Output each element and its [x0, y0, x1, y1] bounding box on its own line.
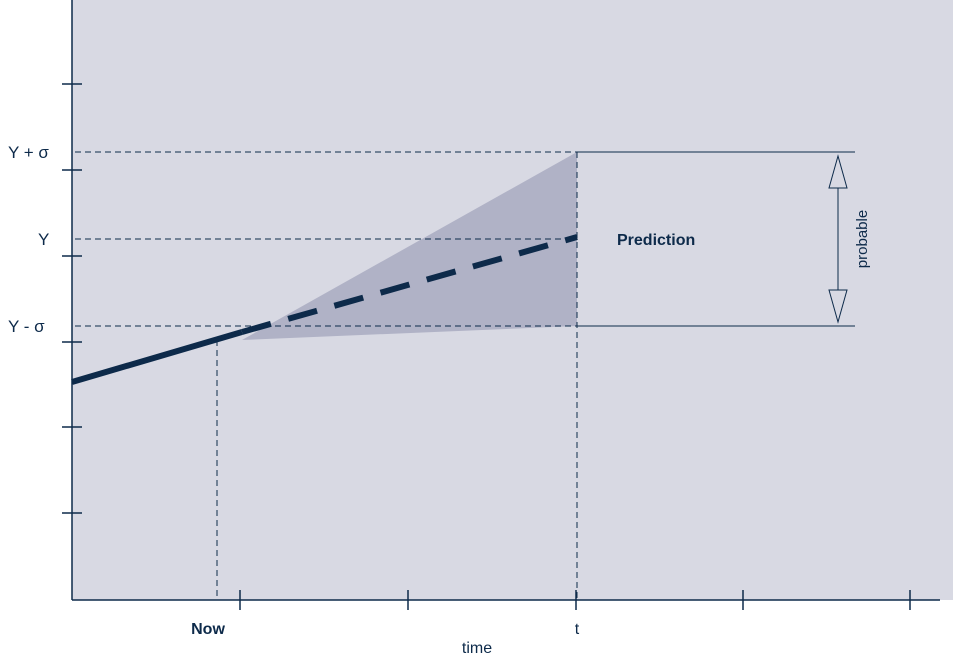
prediction-label: Prediction [617, 232, 695, 249]
y-label-y: Y [38, 230, 49, 249]
range-lines [577, 151, 855, 327]
horizontal-guides [75, 151, 577, 327]
prediction-cone [242, 152, 577, 340]
probable-arrow [828, 154, 848, 324]
history-line [71, 329, 243, 385]
axes [71, 0, 940, 601]
x-label-t: t [575, 621, 580, 638]
prediction-line [241, 234, 578, 335]
x-label-now: Now [191, 621, 225, 638]
vertical-guides [216, 152, 578, 600]
y-ticks [62, 83, 82, 514]
x-axis-title: time [462, 640, 492, 657]
y-label-plus-sigma: Y + σ [8, 143, 49, 162]
probable-label: probable [854, 210, 871, 268]
arrow-head-up-icon [828, 154, 848, 189]
y-label-minus-sigma: Y - σ [8, 317, 45, 336]
arrow-head-down-icon [828, 289, 848, 324]
x-ticks [239, 590, 911, 610]
